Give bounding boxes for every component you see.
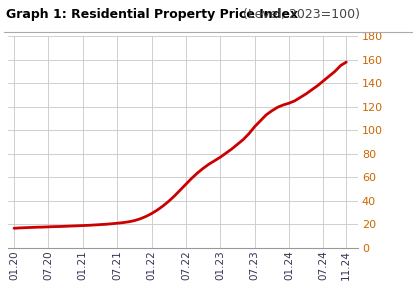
Text: Graph 1: Residential Property Price Index: Graph 1: Residential Property Price Inde… [6, 8, 298, 21]
Text: (Level, 2023=100): (Level, 2023=100) [239, 8, 360, 21]
